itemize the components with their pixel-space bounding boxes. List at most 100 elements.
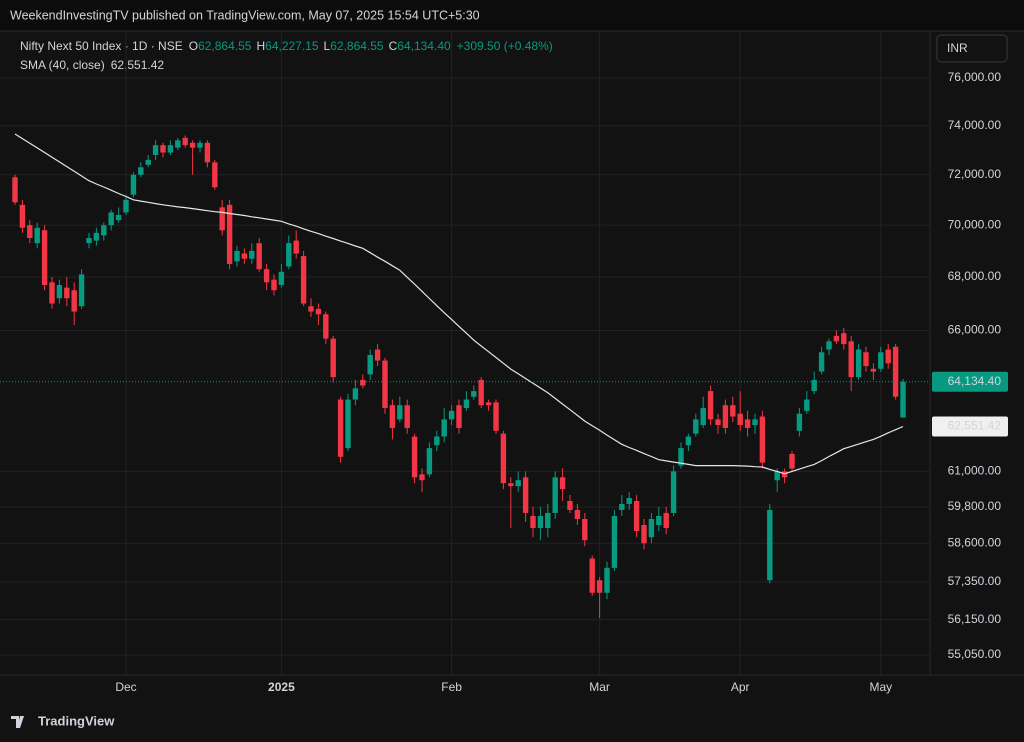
candle-body: [197, 142, 203, 148]
candle-body: [870, 368, 877, 372]
y-tick-label: 61,000.00: [948, 464, 1002, 478]
candle-body: [515, 480, 521, 487]
candle-body: [559, 477, 566, 490]
y-tick-label: 57,350.00: [948, 574, 1002, 588]
y-tick-label: 74,000.00: [948, 118, 1002, 132]
last-price-label: 64,134.40: [948, 374, 1002, 388]
candle-body: [108, 212, 114, 226]
candle-body: [508, 483, 514, 487]
candle-body: [670, 471, 677, 513]
candle-body: [848, 341, 854, 378]
candle-body: [145, 159, 151, 165]
candle-body: [589, 558, 595, 593]
currency[interactable]: INR: [947, 41, 968, 55]
y-tick-label: 70,000.00: [948, 217, 1002, 231]
candle-body: [582, 518, 588, 541]
candle-body: [323, 314, 329, 339]
candle-body: [234, 250, 240, 262]
candle-body: [71, 290, 77, 312]
candle-body: [86, 237, 92, 244]
candle-body: [330, 338, 336, 378]
candle-body: [530, 515, 536, 529]
ohlc-value: 62,864.55: [330, 39, 384, 53]
y-tick-label: 72,000.00: [948, 167, 1002, 181]
candle-body: [878, 352, 884, 369]
candle-body: [204, 142, 211, 163]
y-tick-label: 59,800.00: [948, 499, 1002, 513]
candle-body: [419, 474, 425, 481]
candle-body: [175, 140, 181, 148]
candle-body: [241, 253, 248, 259]
candle-body: [648, 518, 655, 538]
candle-body: [656, 515, 662, 526]
candle-body: [885, 349, 891, 364]
ohlc-key: H: [256, 39, 265, 53]
x-tick-label: Apr: [731, 680, 750, 694]
symbol-title: Nifty Next 50 Index · 1D · NSE: [20, 39, 183, 53]
logo-icon: [11, 716, 24, 728]
candle-body: [360, 379, 366, 386]
candle-body: [500, 433, 507, 484]
candle-body: [434, 436, 440, 446]
candle-body: [633, 500, 640, 532]
candle-body: [545, 512, 551, 529]
candle-body: [855, 349, 862, 378]
candle-body: [367, 355, 373, 375]
candle-body: [752, 419, 758, 426]
currency-button[interactable]: [936, 34, 1008, 63]
candle-body: [552, 477, 558, 513]
candle-body: [767, 509, 773, 581]
indicator-value: 62,551.42: [111, 58, 165, 72]
candle-body: [626, 498, 632, 504]
candle-body: [115, 214, 122, 221]
candle-body: [389, 405, 396, 428]
candle-body: [596, 580, 603, 593]
candle-body: [56, 284, 63, 299]
candle-body: [152, 145, 159, 155]
candle-body: [441, 419, 447, 437]
candle-body: [263, 269, 270, 283]
candle-body: [293, 240, 299, 254]
candle-body: [789, 453, 795, 469]
candle-body: [604, 567, 610, 593]
candle-body: [478, 379, 484, 406]
footer-brand: TradingView: [38, 713, 115, 728]
candle-body: [212, 162, 218, 188]
candle-body: [315, 308, 322, 315]
candle-body: [471, 391, 477, 397]
y-tick-label: 56,150.00: [948, 612, 1002, 626]
candle-body: [41, 230, 48, 285]
header-bar: [0, 0, 1024, 31]
candle-body: [833, 335, 840, 342]
candle-body: [160, 145, 166, 153]
candle-body: [722, 405, 729, 428]
candle-body: [78, 274, 85, 307]
x-tick-label: 2025: [268, 680, 295, 694]
candle-body: [300, 256, 307, 304]
candle-body: [337, 399, 344, 457]
candle-body: [219, 207, 225, 231]
candle-body: [352, 388, 359, 400]
candle-body: [411, 436, 418, 478]
candle-body: [892, 346, 899, 397]
plot-area: [0, 32, 930, 675]
candle-body: [226, 204, 233, 264]
candle-body: [182, 137, 188, 146]
candle-body: [448, 410, 455, 420]
candle-body: [493, 402, 499, 431]
candle-body: [678, 448, 684, 466]
footer-logo: [11, 716, 24, 728]
candle-body: [278, 271, 285, 285]
y-tick-label: 66,000.00: [948, 323, 1002, 337]
ohlc-key: O: [189, 39, 198, 53]
candle-body: [382, 360, 388, 409]
candle-body: [619, 503, 625, 510]
candle-body: [841, 333, 847, 345]
candle-body: [641, 525, 647, 544]
candle-body: [101, 225, 107, 236]
y-tick-label: 55,050.00: [948, 647, 1002, 661]
x-tick-label: Feb: [441, 680, 462, 694]
candle-body: [485, 402, 492, 406]
